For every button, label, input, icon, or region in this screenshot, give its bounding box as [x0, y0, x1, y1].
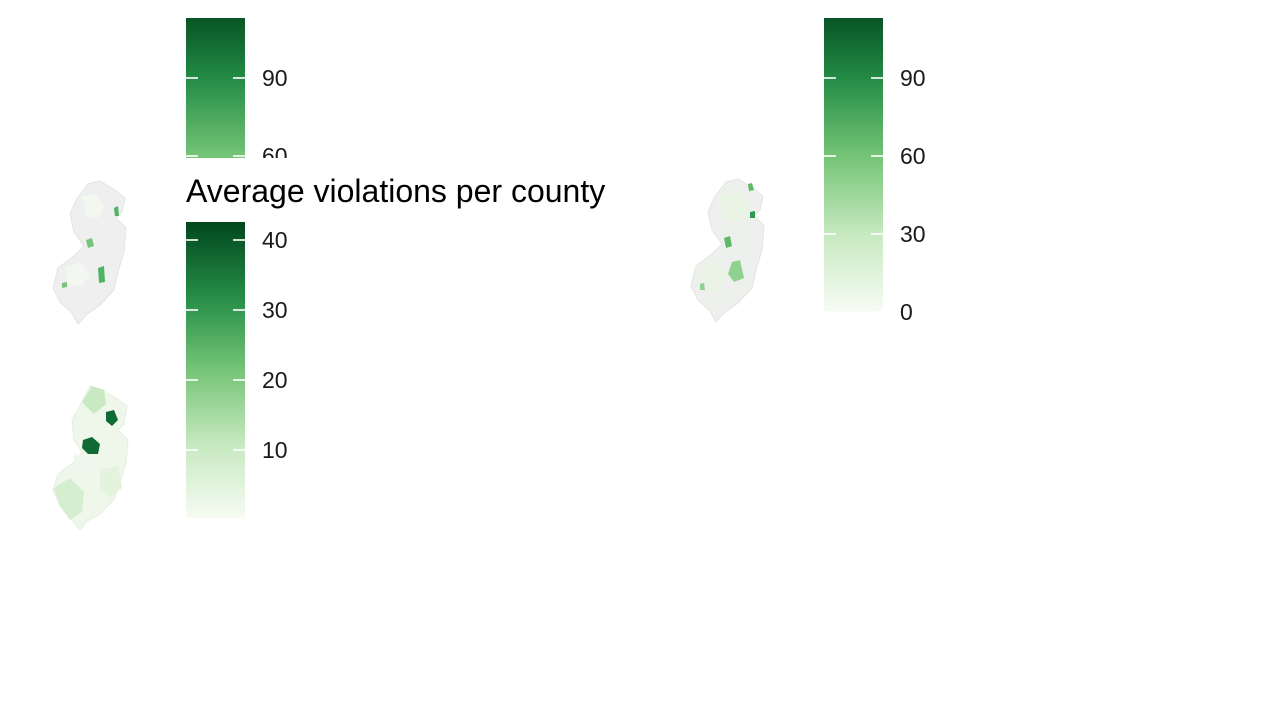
highlighted-county: [98, 266, 105, 283]
nj-state-shape: [52, 180, 127, 325]
map-3: [52, 385, 129, 531]
colorbar-tick-label: 0: [900, 299, 913, 325]
highlighted-county: [700, 283, 705, 290]
county-shape: [718, 192, 750, 222]
panel-1: 60 90: [52, 18, 288, 325]
colorbar-tick-label: 20: [262, 367, 288, 393]
legend-3: 10 20 30 40: [186, 222, 288, 518]
colorbar: [186, 18, 245, 158]
panel-2: 0 30 60 90: [690, 18, 926, 325]
colorbar-tick-label: 90: [900, 65, 926, 91]
highlighted-county: [114, 206, 119, 216]
county-shape: [74, 454, 98, 478]
colorbar-ticks: 10 20 30 40: [186, 227, 288, 463]
highlighted-county: [82, 437, 100, 454]
colorbar-ticks: 60 90: [186, 65, 288, 169]
legend-title: Average violations per county: [186, 173, 605, 209]
highlighted-county: [724, 236, 732, 248]
map-1: [52, 180, 127, 325]
colorbar-tick-label: 90: [262, 65, 288, 91]
panel-3: Average violations per county 10 20 30 40: [52, 173, 605, 531]
highlighted-county: [106, 410, 118, 426]
highlighted-county: [750, 211, 755, 218]
highlighted-county: [748, 183, 754, 191]
legend-1: 60 90: [186, 18, 288, 169]
legend-2: 0 30 60 90: [824, 18, 926, 325]
colorbar-tick-label: 40: [262, 227, 288, 253]
county-shape: [100, 466, 122, 498]
county-shape: [82, 194, 104, 218]
county-shape: [66, 262, 90, 286]
colorbar-tick-label: 30: [262, 297, 288, 323]
colorbar-ticks: 0 30 60 90: [824, 65, 926, 325]
map-2: [690, 178, 765, 323]
colorbar-tick-label: 30: [900, 221, 926, 247]
colorbar: [824, 18, 883, 312]
county-shape: [700, 262, 728, 292]
highlighted-county: [86, 238, 94, 248]
highlighted-county: [728, 260, 744, 282]
county-shape: [54, 478, 84, 520]
colorbar-tick-label: 60: [262, 143, 288, 169]
colorbar-tick-label: 10: [262, 437, 288, 463]
highlighted-county: [62, 282, 67, 288]
county-shape: [82, 386, 106, 414]
colorbar: [186, 222, 245, 518]
colorbar-tick-label: 60: [900, 143, 926, 169]
